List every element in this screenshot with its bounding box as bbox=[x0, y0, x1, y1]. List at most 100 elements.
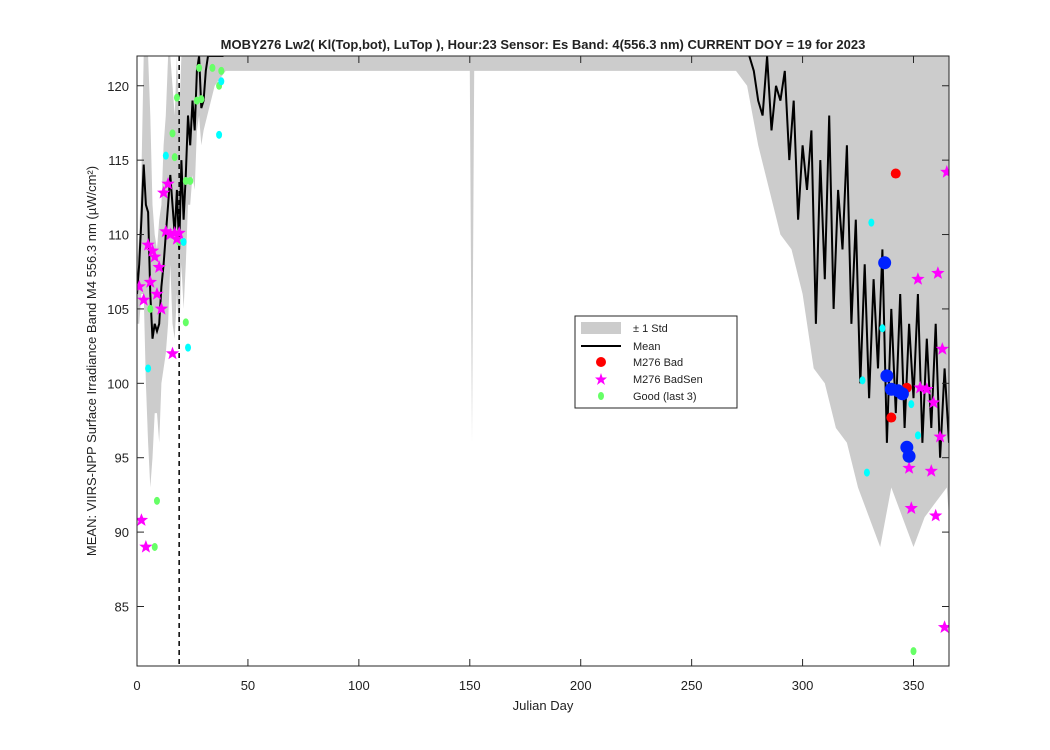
x-tick-label: 250 bbox=[681, 678, 703, 693]
axes-box bbox=[136, 55, 950, 667]
legend-badsen-label: M276 BadSen bbox=[633, 374, 703, 386]
badsen-point bbox=[143, 275, 157, 288]
badsen-point bbox=[152, 260, 166, 273]
good-point bbox=[196, 63, 203, 72]
std-band bbox=[137, 56, 949, 547]
y-tick-label: 85 bbox=[115, 599, 129, 614]
legend-badsen-swatch bbox=[595, 373, 607, 385]
badsen-point bbox=[931, 266, 945, 279]
good-point bbox=[169, 129, 176, 138]
plot-area bbox=[137, 56, 949, 666]
legend-std-label: ± 1 Std bbox=[633, 323, 668, 335]
x-axis-label: Julian Day bbox=[513, 698, 574, 713]
x-tick-label: 150 bbox=[459, 678, 481, 693]
badsen-point bbox=[929, 508, 943, 522]
good-point-cyan bbox=[908, 400, 915, 409]
x-tick-label: 50 bbox=[241, 678, 255, 693]
badsen-point bbox=[159, 224, 173, 238]
badsen-point bbox=[911, 272, 925, 285]
current-point bbox=[902, 449, 916, 463]
badsen-point bbox=[161, 177, 175, 190]
badsen-point bbox=[933, 429, 947, 443]
bad-point bbox=[886, 412, 897, 423]
good-point bbox=[182, 318, 189, 327]
y-tick-label: 95 bbox=[115, 451, 129, 466]
good-point-cyan bbox=[868, 218, 875, 227]
good-point bbox=[171, 153, 178, 162]
y-axis: 85 90 95 100 105 110 115 120 bbox=[107, 79, 949, 614]
y-tick-label: 105 bbox=[107, 302, 129, 317]
good-point-cyan bbox=[162, 151, 169, 160]
badsen-point bbox=[170, 232, 184, 245]
good-point bbox=[187, 176, 194, 185]
chart-title: MOBY276 Lw2( Kl(Top,bot), LuTop ), Hour:… bbox=[221, 37, 866, 52]
badsen-point bbox=[145, 243, 160, 257]
good-point-cyan bbox=[180, 237, 187, 246]
badsen-point bbox=[137, 293, 151, 306]
good-point bbox=[910, 647, 917, 656]
good-point-cyan bbox=[859, 376, 866, 385]
badsen-point bbox=[163, 227, 177, 241]
legend-mean-label: Mean bbox=[633, 341, 661, 353]
badsen-point bbox=[141, 238, 155, 251]
mean-line-0 bbox=[137, 56, 224, 339]
legend-good-swatch bbox=[598, 392, 604, 400]
good-point-cyan bbox=[185, 343, 192, 352]
good-point-cyan bbox=[879, 324, 886, 333]
x-tick-label: 350 bbox=[903, 678, 925, 693]
good-point bbox=[151, 542, 158, 551]
y-tick-label: 110 bbox=[108, 228, 129, 243]
good-point-cyan bbox=[914, 431, 921, 440]
y-tick-label: 120 bbox=[107, 79, 129, 94]
current-point bbox=[880, 369, 894, 383]
current-point bbox=[878, 256, 892, 270]
good-point bbox=[209, 63, 216, 72]
legend-bad-swatch bbox=[596, 357, 606, 367]
badsen-point bbox=[913, 380, 927, 394]
badsen-point bbox=[935, 342, 949, 355]
mean-line-1 bbox=[748, 56, 949, 458]
good-point-cyan bbox=[145, 364, 152, 373]
good-point bbox=[147, 304, 154, 313]
y-axis-label: MEAN: VIIRS-NPP Surface Irradiance Band … bbox=[84, 166, 99, 556]
badsen-point bbox=[150, 287, 164, 300]
y-tick-label: 90 bbox=[115, 525, 129, 540]
badsen-point bbox=[926, 395, 941, 409]
good-point-cyan bbox=[216, 130, 223, 139]
badsen-point bbox=[940, 165, 949, 178]
badsen-point bbox=[157, 185, 171, 199]
badsen-point bbox=[937, 620, 949, 633]
badsen-point bbox=[154, 301, 169, 315]
legend-good-label: Good (last 3) bbox=[633, 391, 697, 403]
badsen-point bbox=[137, 513, 149, 526]
badsen-point bbox=[148, 249, 162, 263]
good-point bbox=[173, 93, 180, 102]
x-tick-label: 0 bbox=[133, 678, 140, 693]
good-point-cyan bbox=[218, 77, 225, 86]
x-axis: 0 50 100 150 200 250 300 350 bbox=[133, 56, 924, 693]
good-point-cyan bbox=[863, 468, 870, 477]
x-tick-label: 100 bbox=[348, 678, 370, 693]
good-point bbox=[182, 176, 189, 185]
badsen-point bbox=[902, 461, 916, 474]
current-point bbox=[895, 387, 909, 401]
badsen-point bbox=[172, 226, 186, 239]
badsen-point bbox=[139, 540, 153, 553]
x-tick-label: 200 bbox=[570, 678, 592, 693]
badsen-point bbox=[924, 464, 938, 477]
good-point bbox=[198, 95, 205, 104]
legend: ± 1 Std Mean M276 Bad M276 BadSen Good (… bbox=[574, 315, 738, 409]
good-point bbox=[153, 496, 160, 505]
badsen-point bbox=[904, 501, 918, 514]
y-tick-label: 100 bbox=[107, 376, 129, 391]
bad-point bbox=[890, 168, 901, 179]
legend-std-swatch bbox=[581, 322, 621, 334]
good-point bbox=[218, 66, 225, 75]
badsen-point bbox=[920, 382, 934, 395]
x-tick-label: 300 bbox=[792, 678, 814, 693]
badsen-point bbox=[137, 279, 146, 293]
y-tick-label: 115 bbox=[108, 153, 129, 168]
badsen-point bbox=[165, 346, 180, 360]
legend-bad-label: M276 Bad bbox=[633, 357, 683, 369]
